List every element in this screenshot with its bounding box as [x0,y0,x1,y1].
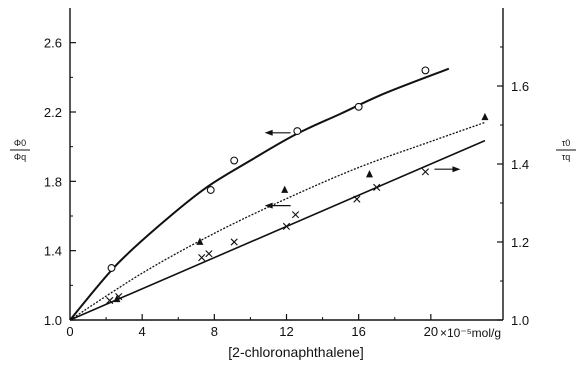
data-point-x [373,183,381,191]
data-point-x-stroke [198,254,206,262]
data-point-triangle [365,170,373,178]
axis-arrow-right [434,166,461,173]
data-point-x [198,254,206,262]
y-left-axis-title: Φ0 Φq [10,138,30,162]
data-point-x [115,293,123,301]
axis-arrow-left [264,129,291,136]
fit-curve-x [69,139,486,321]
data-point-triangle [281,185,289,193]
y-right-axis-title: τ0 τq [556,138,576,162]
data-point-x-stroke [115,293,123,301]
fit-curves [69,67,486,321]
arrow-head [452,166,461,173]
y-left-title-denominator: Φq [14,152,26,162]
data-point-x [230,238,238,246]
data-point-x-stroke [205,250,213,258]
y-right-tick-label: 1.6 [511,79,529,94]
data-point-x-stroke [106,296,114,305]
y-right-tick-label: 1.4 [511,157,529,172]
x-tick-label: 12 [279,324,293,339]
fit-curve-circle [69,67,450,321]
data-point-x-stroke [230,238,238,246]
data-point-triangle [196,237,204,245]
arrow-head [264,202,273,209]
x-tick-label: 8 [211,324,218,339]
data-point-x [106,296,114,305]
data-point-x-stroke [291,211,300,219]
fit-curve-triangle [69,121,486,321]
y-right-title-denominator: τq [562,152,571,162]
y-left-tick-label: 1.4 [44,244,62,259]
y-left-tick-label: 1.8 [44,174,62,189]
y-right-title-numerator: τ0 [562,138,571,148]
x-tick-label: 0 [66,324,73,339]
y-left-title-numerator: Φ0 [14,138,26,148]
x-axis-unit: ×10⁻⁵mol/g [440,326,501,340]
data-point-circle [421,66,430,75]
axis-arrow-left [264,202,291,209]
y-right-tick-label: 1.2 [511,235,529,250]
data-point-x [421,168,430,176]
axes [69,8,504,321]
x-tick-label: 20 [424,324,438,339]
data-point-x [353,195,361,203]
y-left-tick-label: 2.6 [44,36,62,51]
data-point-circle [107,264,116,272]
data-point-x [205,250,213,258]
y-left-tick-label: 1.0 [44,313,62,328]
data-point-x [291,211,300,219]
x-tick-label: 16 [351,324,365,339]
axis-labels: 0 4 8 12 16 20 1.0 1.4 1.8 2.2 2.6 1.0 1.2 1.4 1.6 [44,36,529,339]
x-tick-label: 4 [139,324,146,339]
x-axis-title: [2-chloronaphthalene] [228,344,363,360]
data-point-circle [293,127,302,136]
data-point-triangle [481,112,489,121]
y-right-tick-label: 1.0 [511,313,529,328]
data-point-circle [354,102,363,111]
data-point-x-stroke [421,168,430,176]
data-markers [106,66,489,305]
data-point-x-stroke [373,183,381,191]
data-point-circle [206,186,215,194]
data-point-x-stroke [353,195,361,203]
data-point-x [282,222,291,230]
arrow-head [264,129,273,136]
data-point-circle [230,156,239,165]
data-point-x-stroke [282,222,291,230]
y-left-tick-label: 2.2 [44,105,62,120]
